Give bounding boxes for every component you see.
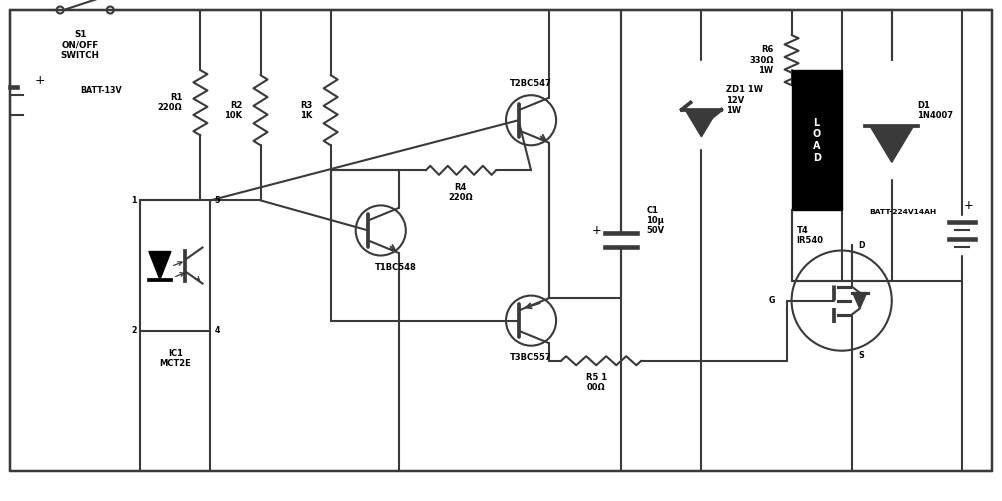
Text: R4
220Ω: R4 220Ω: [449, 183, 473, 202]
Text: R1
220Ω: R1 220Ω: [157, 93, 182, 112]
Text: T2BC547: T2BC547: [510, 79, 552, 88]
Text: T3BC557: T3BC557: [510, 353, 552, 362]
Text: T4
IR540: T4 IR540: [797, 226, 824, 245]
Text: G: G: [769, 296, 775, 305]
Text: 1: 1: [131, 196, 136, 205]
Polygon shape: [685, 110, 717, 137]
Text: +: +: [964, 199, 974, 212]
Text: 5: 5: [214, 196, 219, 205]
Text: R6
330Ω
1W: R6 330Ω 1W: [749, 45, 774, 75]
Polygon shape: [149, 252, 171, 280]
Text: BATT-13V: BATT-13V: [80, 86, 122, 95]
Polygon shape: [870, 126, 914, 162]
Text: D: D: [859, 241, 865, 250]
Text: S: S: [859, 351, 865, 360]
Text: 2: 2: [131, 326, 136, 335]
Text: +: +: [35, 74, 45, 87]
Bar: [792, 70, 842, 210]
Text: ZD1 1W
12V
1W: ZD1 1W 12V 1W: [726, 85, 764, 115]
Polygon shape: [853, 293, 867, 309]
Text: T1BC548: T1BC548: [375, 263, 417, 272]
Text: R2
10K: R2 10K: [224, 101, 242, 120]
Text: S1
ON/OFF
SWITCH: S1 ON/OFF SWITCH: [61, 30, 99, 60]
Text: 4: 4: [214, 326, 219, 335]
Text: BATT-224V14AH: BATT-224V14AH: [870, 209, 937, 215]
Text: D1
1N4007: D1 1N4007: [917, 101, 953, 120]
Text: +: +: [591, 224, 601, 237]
Text: C1
10μ
50V: C1 10μ 50V: [646, 205, 664, 235]
Bar: [140, 200, 210, 331]
Text: R3
1K: R3 1K: [301, 101, 313, 120]
Text: L
O
A
D: L O A D: [813, 118, 821, 163]
Text: IC1
MCT2E: IC1 MCT2E: [159, 349, 191, 368]
Text: R5 1
00Ω: R5 1 00Ω: [585, 373, 607, 392]
